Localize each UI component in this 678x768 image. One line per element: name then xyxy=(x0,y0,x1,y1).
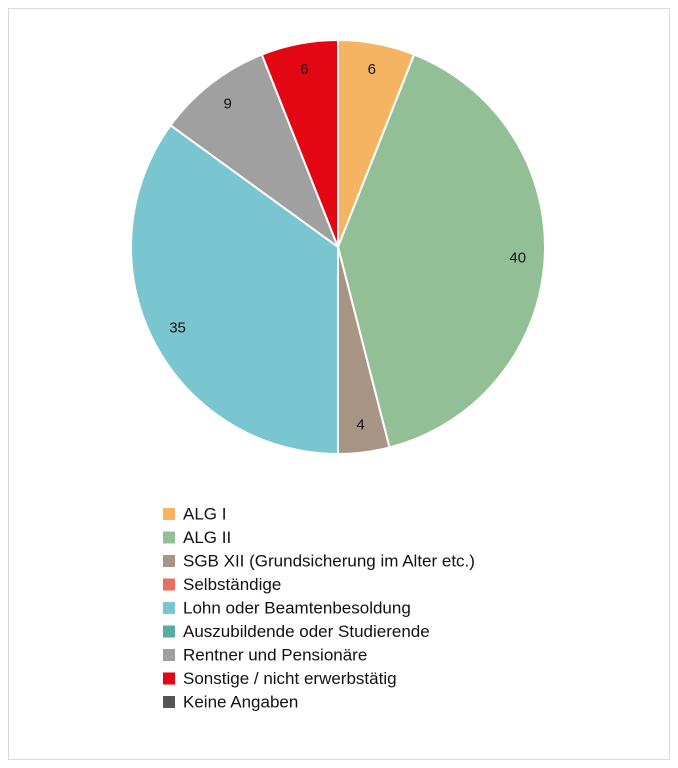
data-label: 6 xyxy=(300,61,308,78)
legend-label: Auszubildende oder Studierende xyxy=(183,622,430,641)
legend-swatch xyxy=(163,578,175,591)
pie-slice xyxy=(169,53,341,250)
data-label: 4 xyxy=(356,417,364,434)
data-label: 35 xyxy=(169,320,186,337)
legend-swatch xyxy=(163,531,175,544)
legend-swatch xyxy=(163,672,175,685)
legend-label: ALG I xyxy=(183,504,226,523)
pie-slice xyxy=(336,53,546,449)
legend-swatch xyxy=(163,508,175,520)
legend-swatch xyxy=(163,625,175,638)
legend-swatch xyxy=(163,602,175,614)
legend-swatch xyxy=(163,696,175,708)
data-label: 40 xyxy=(509,249,526,266)
legend-label: ALG II xyxy=(183,528,231,547)
data-label: 9 xyxy=(223,96,231,113)
legend-label: Rentner und Pensionäre xyxy=(183,645,367,664)
legend-label: Selbständige xyxy=(183,575,281,594)
legend-label: Sonstige / nicht erwerbstätig xyxy=(183,669,397,688)
pie-slice xyxy=(260,38,339,248)
legend-label: SGB XII (Grundsicherung im Alter etc.) xyxy=(183,551,475,570)
legend-swatch xyxy=(163,649,175,661)
legend-label: Lohn oder Beamtenbesoldung xyxy=(183,598,411,617)
legend-swatch xyxy=(163,555,175,567)
pie-slice xyxy=(130,123,339,456)
data-label: 6 xyxy=(368,61,376,78)
legend-label: Keine Angaben xyxy=(183,692,298,711)
